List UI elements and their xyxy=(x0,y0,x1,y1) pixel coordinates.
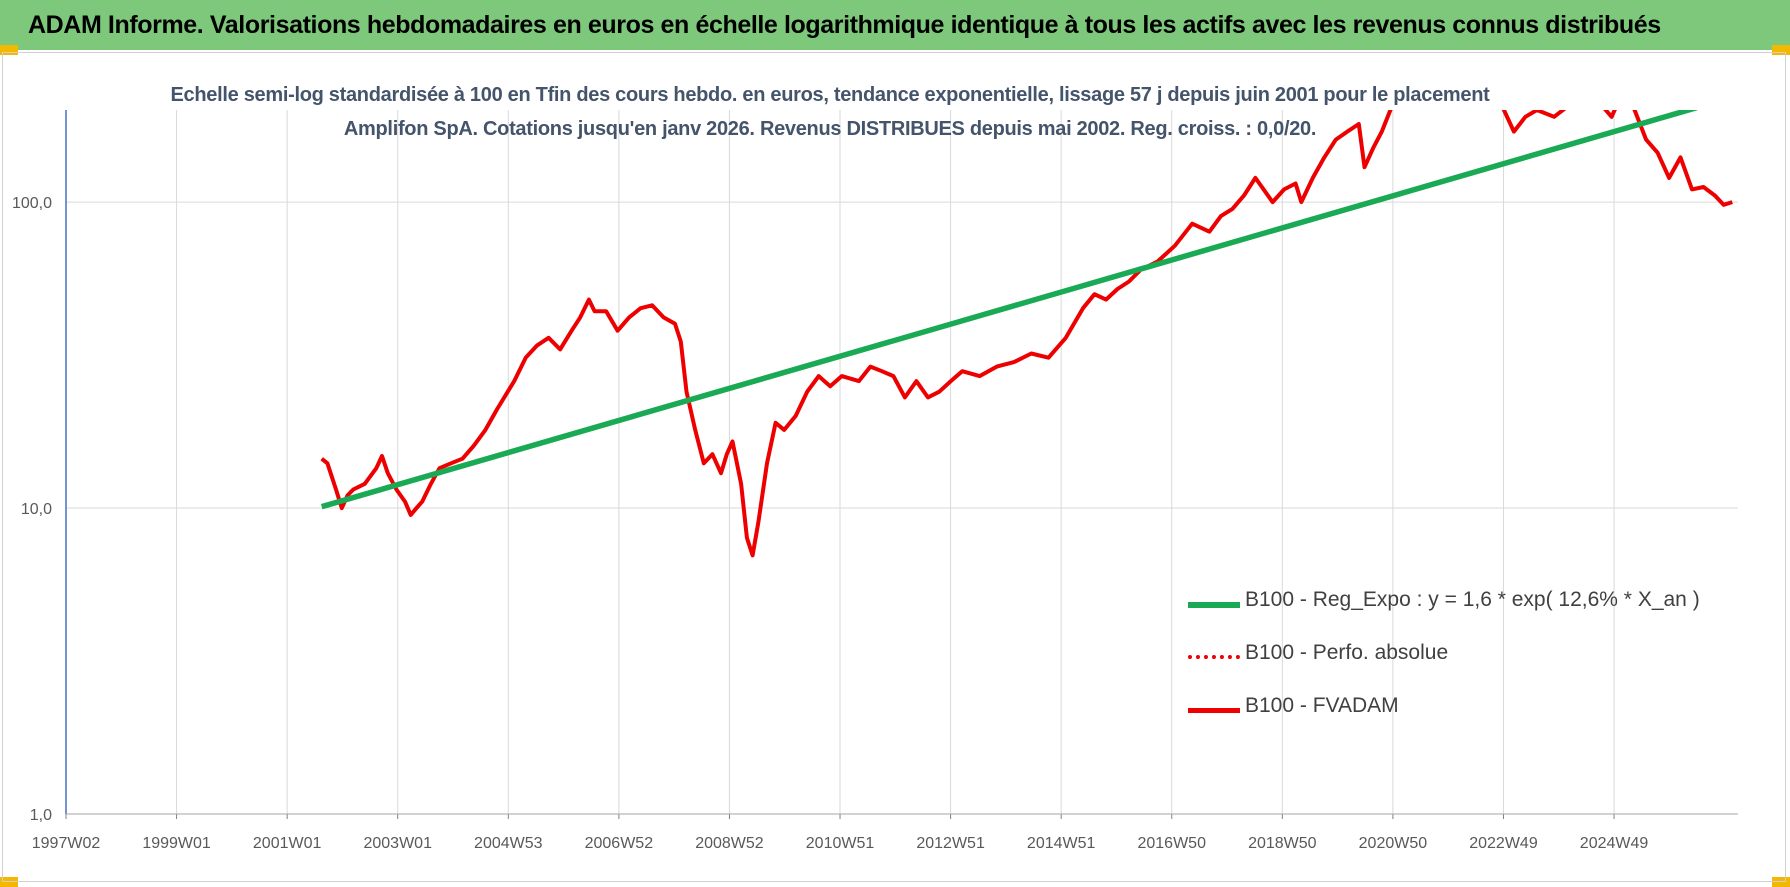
legend-swatch-perfo xyxy=(1188,655,1240,659)
series-trend-line xyxy=(320,110,1699,510)
y-tick-label: 1,0 xyxy=(30,807,52,824)
y-tick-label: 10,0 xyxy=(21,501,52,518)
series-fvadam-line xyxy=(320,110,1733,558)
banner-title: ADAM Informe. Valorisations hebdomadaire… xyxy=(28,10,1661,39)
legend-swatch-fvadam xyxy=(1188,708,1240,713)
x-tick-label: 2024W49 xyxy=(1580,835,1649,852)
x-tick-label: 1997W02 xyxy=(32,835,101,852)
y-tick-label: 100,0 xyxy=(12,195,52,212)
corner-marker-top-right xyxy=(1772,45,1790,55)
corner-marker-bottom-left xyxy=(0,877,18,887)
x-tick-label: 2022W49 xyxy=(1469,835,1538,852)
x-tick-label: 2014W51 xyxy=(1027,835,1096,852)
x-tick-label: 1999W01 xyxy=(142,835,211,852)
chart-frame xyxy=(2,52,1786,882)
x-tick-label: 2020W50 xyxy=(1359,835,1428,852)
banner: ADAM Informe. Valorisations hebdomadaire… xyxy=(0,0,1790,50)
corner-marker-top-left xyxy=(0,45,18,55)
legend-swatch-trend xyxy=(1188,602,1240,608)
x-tick-label: 2008W52 xyxy=(695,835,764,852)
x-tick-label: 2012W51 xyxy=(916,835,985,852)
x-tick-label: 2018W50 xyxy=(1248,835,1317,852)
chart-title: Echelle semi-log standardisée à 100 en T… xyxy=(170,84,1490,140)
corner-marker-bottom-right xyxy=(1772,877,1790,887)
x-tick-label: 2006W52 xyxy=(585,835,654,852)
x-tick-label: 2003W01 xyxy=(363,835,432,852)
x-tick-label: 2001W01 xyxy=(253,835,322,852)
legend-label-fvadam: B100 - FVADAM xyxy=(1245,694,1399,717)
x-tick-label: 2016W50 xyxy=(1137,835,1206,852)
x-tick-label: 2010W51 xyxy=(806,835,875,852)
legend-label-trend: B100 - Reg_Expo : y = 1,6 * exp( 12,6% *… xyxy=(1245,588,1700,611)
x-tick-label: 2004W53 xyxy=(474,835,543,852)
legend-label-perfo: B100 - Perfo. absolue xyxy=(1245,641,1449,664)
